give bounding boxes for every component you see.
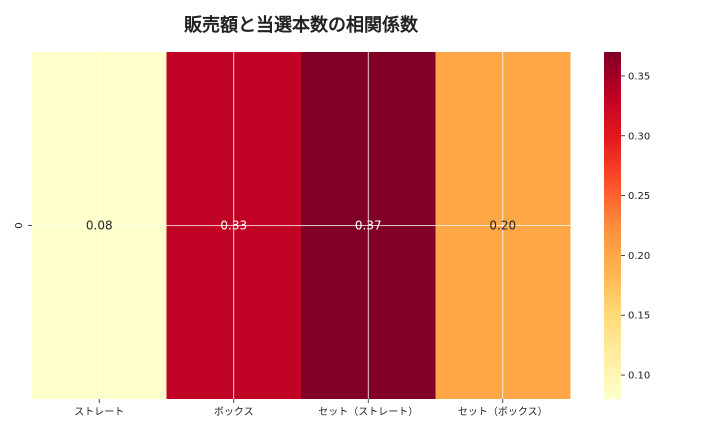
x-tick-label-1: ボックス	[214, 406, 254, 418]
colorbar-tick-label-5: 0.35	[628, 71, 650, 82]
cell-value-labels: 0.08 0.33 0.37 0.20	[86, 219, 516, 233]
colorbar-ticks: 0.10 0.15 0.20 0.25 0.30 0.35	[621, 71, 650, 382]
grid-lines	[32, 52, 570, 399]
colorbar-gradient	[604, 52, 621, 399]
y-tick-label-0: 0	[14, 222, 25, 228]
cell-value-label-3: 0.20	[489, 219, 516, 233]
colorbar-tick-label-0: 0.10	[628, 371, 650, 382]
colorbar-tick-label-4: 0.30	[628, 131, 650, 142]
y-axis-ticks: 0	[14, 222, 32, 229]
cell-value-label-2: 0.37	[355, 219, 382, 233]
x-tick-label-3: セット（ボックス）	[458, 406, 548, 418]
colorbar-tick-label-3: 0.25	[628, 191, 650, 202]
colorbar	[604, 52, 621, 399]
colorbar-tick-label-2: 0.20	[628, 251, 650, 262]
x-axis-ticks: ストレート ボックス セット（ストレート） セット（ボックス）	[74, 399, 548, 418]
cell-value-label-0: 0.08	[86, 219, 113, 233]
chart-title: 販売額と当選本数の相関係数	[184, 14, 419, 36]
x-tick-label-0: ストレート	[74, 407, 124, 418]
colorbar-tick-label-1: 0.15	[628, 311, 650, 322]
cell-value-label-1: 0.33	[220, 219, 247, 233]
x-tick-label-2: セット（ストレート）	[318, 406, 418, 418]
